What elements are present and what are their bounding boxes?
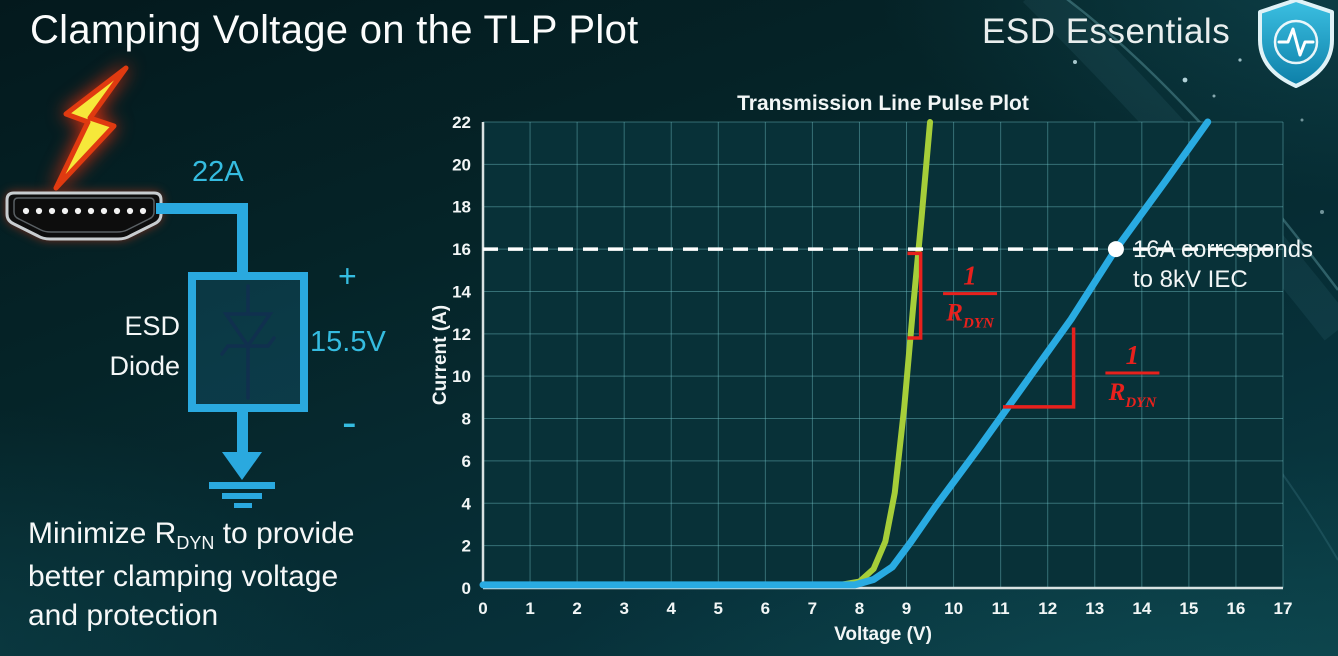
svg-text:5: 5	[714, 599, 723, 618]
x-axis-label: Voltage (V)	[834, 624, 932, 645]
svg-text:22: 22	[452, 113, 471, 132]
svg-text:16: 16	[452, 240, 471, 259]
svg-text:2: 2	[462, 537, 471, 556]
svg-text:14: 14	[1132, 599, 1151, 618]
svg-text:RDYN: RDYN	[945, 300, 995, 332]
svg-text:6: 6	[462, 452, 471, 471]
svg-text:16: 16	[1226, 599, 1245, 618]
svg-text:13: 13	[1085, 599, 1104, 618]
svg-text:17: 17	[1274, 599, 1293, 618]
ground-icon-bar3	[234, 503, 252, 508]
svg-text:18: 18	[452, 198, 471, 217]
device-label-line2: Diode	[109, 351, 180, 381]
svg-text:11: 11	[992, 599, 1010, 618]
svg-text:7: 7	[808, 599, 817, 618]
svg-text:8: 8	[855, 599, 864, 618]
svg-text:RDYN: RDYN	[1108, 379, 1158, 411]
caption-rdyn-subscript: DYN	[176, 533, 215, 553]
svg-text:20: 20	[452, 155, 471, 174]
caption-line1: Minimize RDYN to provide	[28, 517, 355, 553]
caption-line3: and protection	[28, 599, 219, 632]
svg-text:6: 6	[761, 599, 770, 618]
lightning-icon	[53, 65, 129, 191]
svg-text:14: 14	[452, 282, 471, 301]
plus-polarity-label: +	[338, 258, 357, 294]
svg-text:4: 4	[462, 494, 472, 513]
caption-line2: better clamping voltage	[28, 560, 339, 593]
chart-title: Transmission Line Pulse Plot	[737, 92, 1029, 115]
svg-text:0: 0	[478, 599, 487, 618]
caption-line1-suffix: to provide	[214, 517, 355, 550]
rdyn-annotation-1: 1 RDYN	[907, 251, 998, 340]
wire-horizontal	[156, 203, 248, 214]
surge-current-label: 22A	[192, 156, 244, 188]
clamp-voltage-label: 15.5V	[310, 326, 386, 358]
device-label-line1: ESD	[124, 311, 180, 341]
svg-text:to 8kV IEC: to 8kV IEC	[1133, 266, 1248, 293]
ground-icon-bar2	[222, 493, 262, 499]
brand-text: ESD Essentials	[982, 12, 1231, 51]
wire-vertical	[237, 203, 248, 275]
svg-text:0: 0	[462, 579, 471, 598]
y-axis-label: Current (A)	[430, 305, 451, 405]
esd-shield-logo-icon	[1258, 0, 1334, 88]
svg-text:1: 1	[963, 261, 977, 291]
caption-text: Minimize RDYN to provide better clamping…	[28, 514, 354, 635]
svg-text:16A corresponds: 16A corresponds	[1133, 236, 1313, 263]
svg-text:1: 1	[525, 599, 534, 618]
svg-text:10: 10	[452, 367, 471, 386]
device-label: ESD Diode	[88, 306, 180, 386]
svg-text:3: 3	[619, 599, 628, 618]
slide-title: Clamping Voltage on the TLP Plot	[30, 8, 639, 52]
blue-curve	[479, 118, 1212, 589]
rdyn-annotation-2: 1 RDYN	[1003, 327, 1160, 411]
svg-text:10: 10	[944, 599, 963, 618]
arrow-down-icon	[222, 452, 262, 480]
ground-icon	[209, 482, 275, 489]
marker-dot	[1107, 241, 1124, 258]
plot-area	[483, 122, 1283, 588]
svg-text:8: 8	[462, 410, 471, 429]
svg-text:4: 4	[667, 599, 677, 618]
svg-text:1: 1	[1126, 340, 1140, 370]
wire-to-ground	[237, 412, 248, 454]
hdmi-pins	[22, 207, 147, 215]
marker-label: 16A corresponds to 8kV IEC	[1133, 236, 1313, 293]
caption-line1-prefix: Minimize R	[28, 517, 177, 550]
svg-text:2: 2	[572, 599, 581, 618]
svg-text:15: 15	[1179, 599, 1198, 618]
svg-text:12: 12	[1038, 599, 1057, 618]
svg-text:9: 9	[902, 599, 911, 618]
minus-polarity-label: -	[342, 398, 357, 447]
zener-diode-symbol	[220, 284, 276, 400]
svg-text:12: 12	[452, 325, 471, 344]
esd-diode-box	[188, 272, 308, 412]
hdmi-connector-icon	[5, 191, 163, 241]
